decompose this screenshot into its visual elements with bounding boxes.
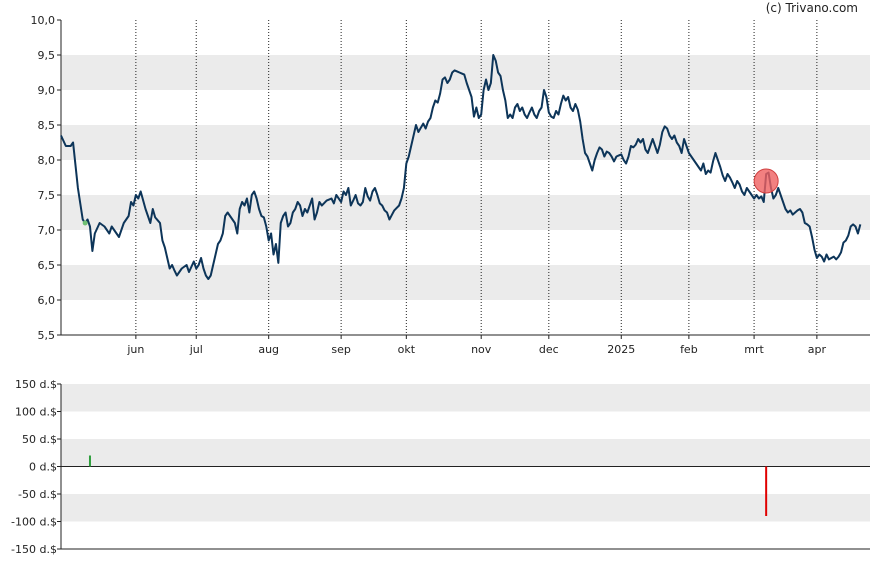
y-tick-label: 6,5 xyxy=(38,259,56,272)
x-tick-label: mrt xyxy=(744,343,764,356)
y-tick-label: 7,5 xyxy=(38,189,56,202)
y-tick-label: 10,0 xyxy=(31,14,56,27)
top-chart-markers xyxy=(82,168,779,226)
transaction-band xyxy=(61,384,870,412)
y-tick-label: 100 d.$ xyxy=(15,406,57,419)
y-tick-label: 0 d.$ xyxy=(29,461,57,474)
x-tick-label: sep xyxy=(331,343,350,356)
price-line xyxy=(60,54,862,280)
top-chart-bands xyxy=(61,55,870,300)
x-tick-label: jun xyxy=(126,343,144,356)
y-tick-label: 9,0 xyxy=(38,84,56,97)
price-band xyxy=(61,55,870,90)
x-tick-label: okt xyxy=(398,343,416,356)
y-tick-label: 150 d.$ xyxy=(15,378,57,391)
x-tick-label: dec xyxy=(539,343,559,356)
price-band xyxy=(61,125,870,160)
bottom-chart-bars xyxy=(88,455,768,516)
credit-label: (c) Trivano.com xyxy=(765,1,858,15)
price-band xyxy=(61,265,870,300)
y-tick-label: 7,0 xyxy=(38,224,56,237)
x-tick-label: aug xyxy=(258,343,279,356)
bottom-chart-bands xyxy=(61,384,870,522)
transaction-band xyxy=(61,439,870,467)
y-tick-label: 50 d.$ xyxy=(22,433,57,446)
top-chart-y-ticks: 10,0 9,5 9,0 8,5 8,0 7,5 7,0 6,5 6,0 5,5 xyxy=(31,14,61,342)
top-chart-x-ticks: jun jul aug sep okt nov dec 2025 feb mrt apr xyxy=(126,335,826,356)
y-tick-label: 5,5 xyxy=(38,329,56,342)
top-chart-line-layer xyxy=(60,54,862,280)
transaction-band xyxy=(61,494,870,522)
y-tick-label: 8,5 xyxy=(38,119,56,132)
x-tick-label: jul xyxy=(189,343,203,356)
buy-dot-marker xyxy=(82,220,88,226)
y-tick-label: 6,0 xyxy=(38,294,56,307)
y-tick-label: -50 d.$ xyxy=(18,488,57,501)
bottom-chart-y-ticks: 150 d.$ 100 d.$ 50 d.$ 0 d.$ -50 d.$ -100 d.$… xyxy=(11,378,61,556)
x-tick-label: 2025 xyxy=(607,343,635,356)
sell-circle-marker xyxy=(753,168,779,194)
y-tick-label: 8,0 xyxy=(38,154,56,167)
y-tick-label: 9,5 xyxy=(38,49,56,62)
y-tick-label: -100 d.$ xyxy=(11,516,57,529)
x-tick-label: nov xyxy=(471,343,492,356)
x-tick-label: feb xyxy=(680,343,698,356)
price-band xyxy=(61,195,870,230)
x-tick-label: apr xyxy=(808,343,827,356)
y-tick-label: -150 d.$ xyxy=(11,543,57,556)
